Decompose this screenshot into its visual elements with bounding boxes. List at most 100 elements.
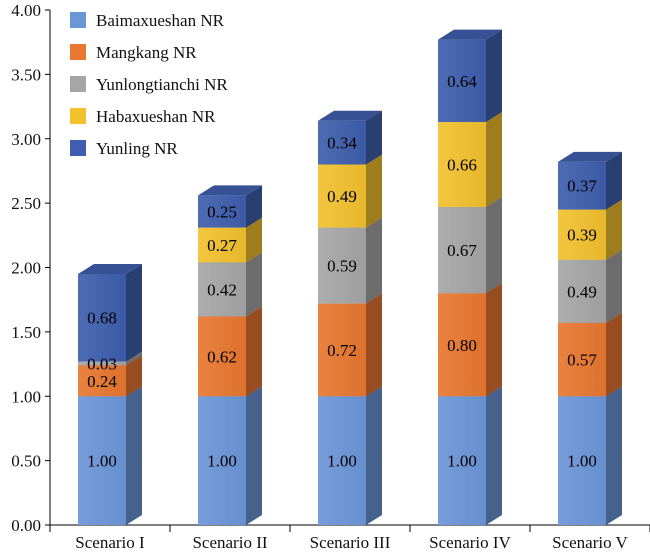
bar-segment-side: [606, 249, 622, 323]
data-label: 0.59: [327, 257, 357, 276]
legend-label: Yunlongtianchi NR: [96, 75, 228, 94]
data-label: 0.49: [567, 282, 597, 301]
data-label: 0.68: [87, 309, 117, 328]
data-label: 0.39: [567, 226, 597, 245]
bar-segment-top: [438, 29, 502, 40]
legend-swatch: [70, 108, 86, 124]
bar-segment-side: [126, 355, 142, 397]
bar-segment: [78, 396, 126, 525]
bar-segment: [558, 209, 606, 260]
bar-segment-side: [246, 185, 262, 228]
y-tick-label: 1.00: [11, 387, 41, 406]
bar-segment: [198, 227, 246, 263]
bar-segment: [198, 262, 246, 317]
data-label: 0.62: [207, 347, 237, 366]
x-tick-label: Scenario IV: [429, 533, 511, 552]
bar-segment-side: [126, 263, 142, 362]
bar-segment-top: [78, 263, 142, 274]
bar-segment-side: [246, 306, 262, 397]
data-label: 1.00: [567, 452, 597, 471]
bar-segment-top: [558, 151, 622, 162]
data-label: 0.72: [327, 341, 357, 360]
bar-segment: [558, 259, 606, 323]
data-label: 0.25: [207, 202, 237, 221]
bar-segment: [78, 365, 126, 397]
bar-segment: [318, 120, 366, 165]
legend-label: Baimaxueshan NR: [96, 11, 225, 30]
bar-segment: [318, 164, 366, 228]
bar-segment-top: [318, 110, 382, 121]
x-tick-label: Scenario I: [75, 533, 145, 552]
bar-segment-side: [246, 217, 262, 263]
data-label: 0.27: [207, 236, 237, 255]
bar-segment-side: [606, 151, 622, 210]
y-tick-label: 2.50: [11, 194, 41, 213]
bar-stack: [198, 185, 262, 525]
bar-segment-side: [606, 199, 622, 260]
bar-segment-side: [486, 283, 502, 397]
legend-swatch: [70, 44, 86, 60]
bar-stack: [318, 110, 382, 525]
data-label: 0.80: [447, 336, 477, 355]
data-label: 0.64: [447, 72, 477, 91]
bar-segment-side: [366, 110, 382, 165]
data-label: 1.00: [447, 452, 477, 471]
y-tick-label: 0.00: [11, 516, 41, 535]
bar-segment: [438, 122, 486, 207]
y-tick-label: 1.50: [11, 323, 41, 342]
bar-segment-side: [126, 351, 142, 366]
data-label: 0.34: [327, 134, 357, 153]
data-label: 1.00: [207, 452, 237, 471]
bar-segment: [198, 195, 246, 228]
legend-swatch: [70, 76, 86, 92]
data-label: 0.67: [447, 241, 477, 260]
bar-segment: [318, 396, 366, 525]
bar-segment: [198, 316, 246, 397]
bar-segment-side: [366, 293, 382, 397]
bar-segment-side: [486, 196, 502, 294]
x-tick-label: Scenario V: [552, 533, 628, 552]
bar-segment-side: [246, 252, 262, 317]
y-tick-label: 4.00: [11, 1, 41, 20]
data-label: 0.42: [207, 280, 237, 299]
bar-segment: [78, 361, 126, 366]
data-label: 0.66: [447, 156, 477, 175]
bar-segment: [558, 322, 606, 397]
bar-segment: [318, 303, 366, 397]
legend: Baimaxueshan NR Mangkang NR Yunlongtianchi…: [70, 11, 228, 158]
y-tick-label: 2.00: [11, 259, 41, 278]
y-tick-label: 0.50: [11, 452, 41, 471]
legend-swatch: [70, 140, 86, 156]
bar-segment-side: [606, 312, 622, 397]
bar-segment: [438, 293, 486, 397]
y-tick-label: 3.50: [11, 65, 41, 84]
data-label: 0.57: [567, 351, 597, 370]
y-tick-label: 3.00: [11, 130, 41, 149]
data-label: 0.37: [567, 177, 597, 196]
bar-segment-side: [486, 29, 502, 123]
legend-label: Habaxueshan NR: [96, 107, 216, 126]
bar-stack: [558, 151, 622, 525]
bar-segment: [558, 161, 606, 210]
bar-stack: [438, 29, 502, 525]
legend-label: Mangkang NR: [96, 43, 197, 62]
data-label: 0.24: [87, 372, 117, 391]
bar-segment-side: [366, 386, 382, 525]
legend-swatch: [70, 12, 86, 28]
bar-segment-side: [246, 386, 262, 525]
bar-stack: [78, 263, 142, 525]
data-label: 0.03: [87, 354, 117, 373]
bar-segment: [438, 396, 486, 525]
bar-segment-side: [606, 386, 622, 525]
bar-segment: [438, 206, 486, 294]
bar-segment-side: [366, 217, 382, 304]
x-tick-label: Scenario II: [192, 533, 267, 552]
data-label: 1.00: [87, 452, 117, 471]
data-label: 0.49: [327, 187, 357, 206]
bar-segment: [438, 39, 486, 123]
legend-label: Yunling NR: [96, 139, 178, 158]
bar-segment: [558, 396, 606, 525]
bar-segment: [198, 396, 246, 525]
